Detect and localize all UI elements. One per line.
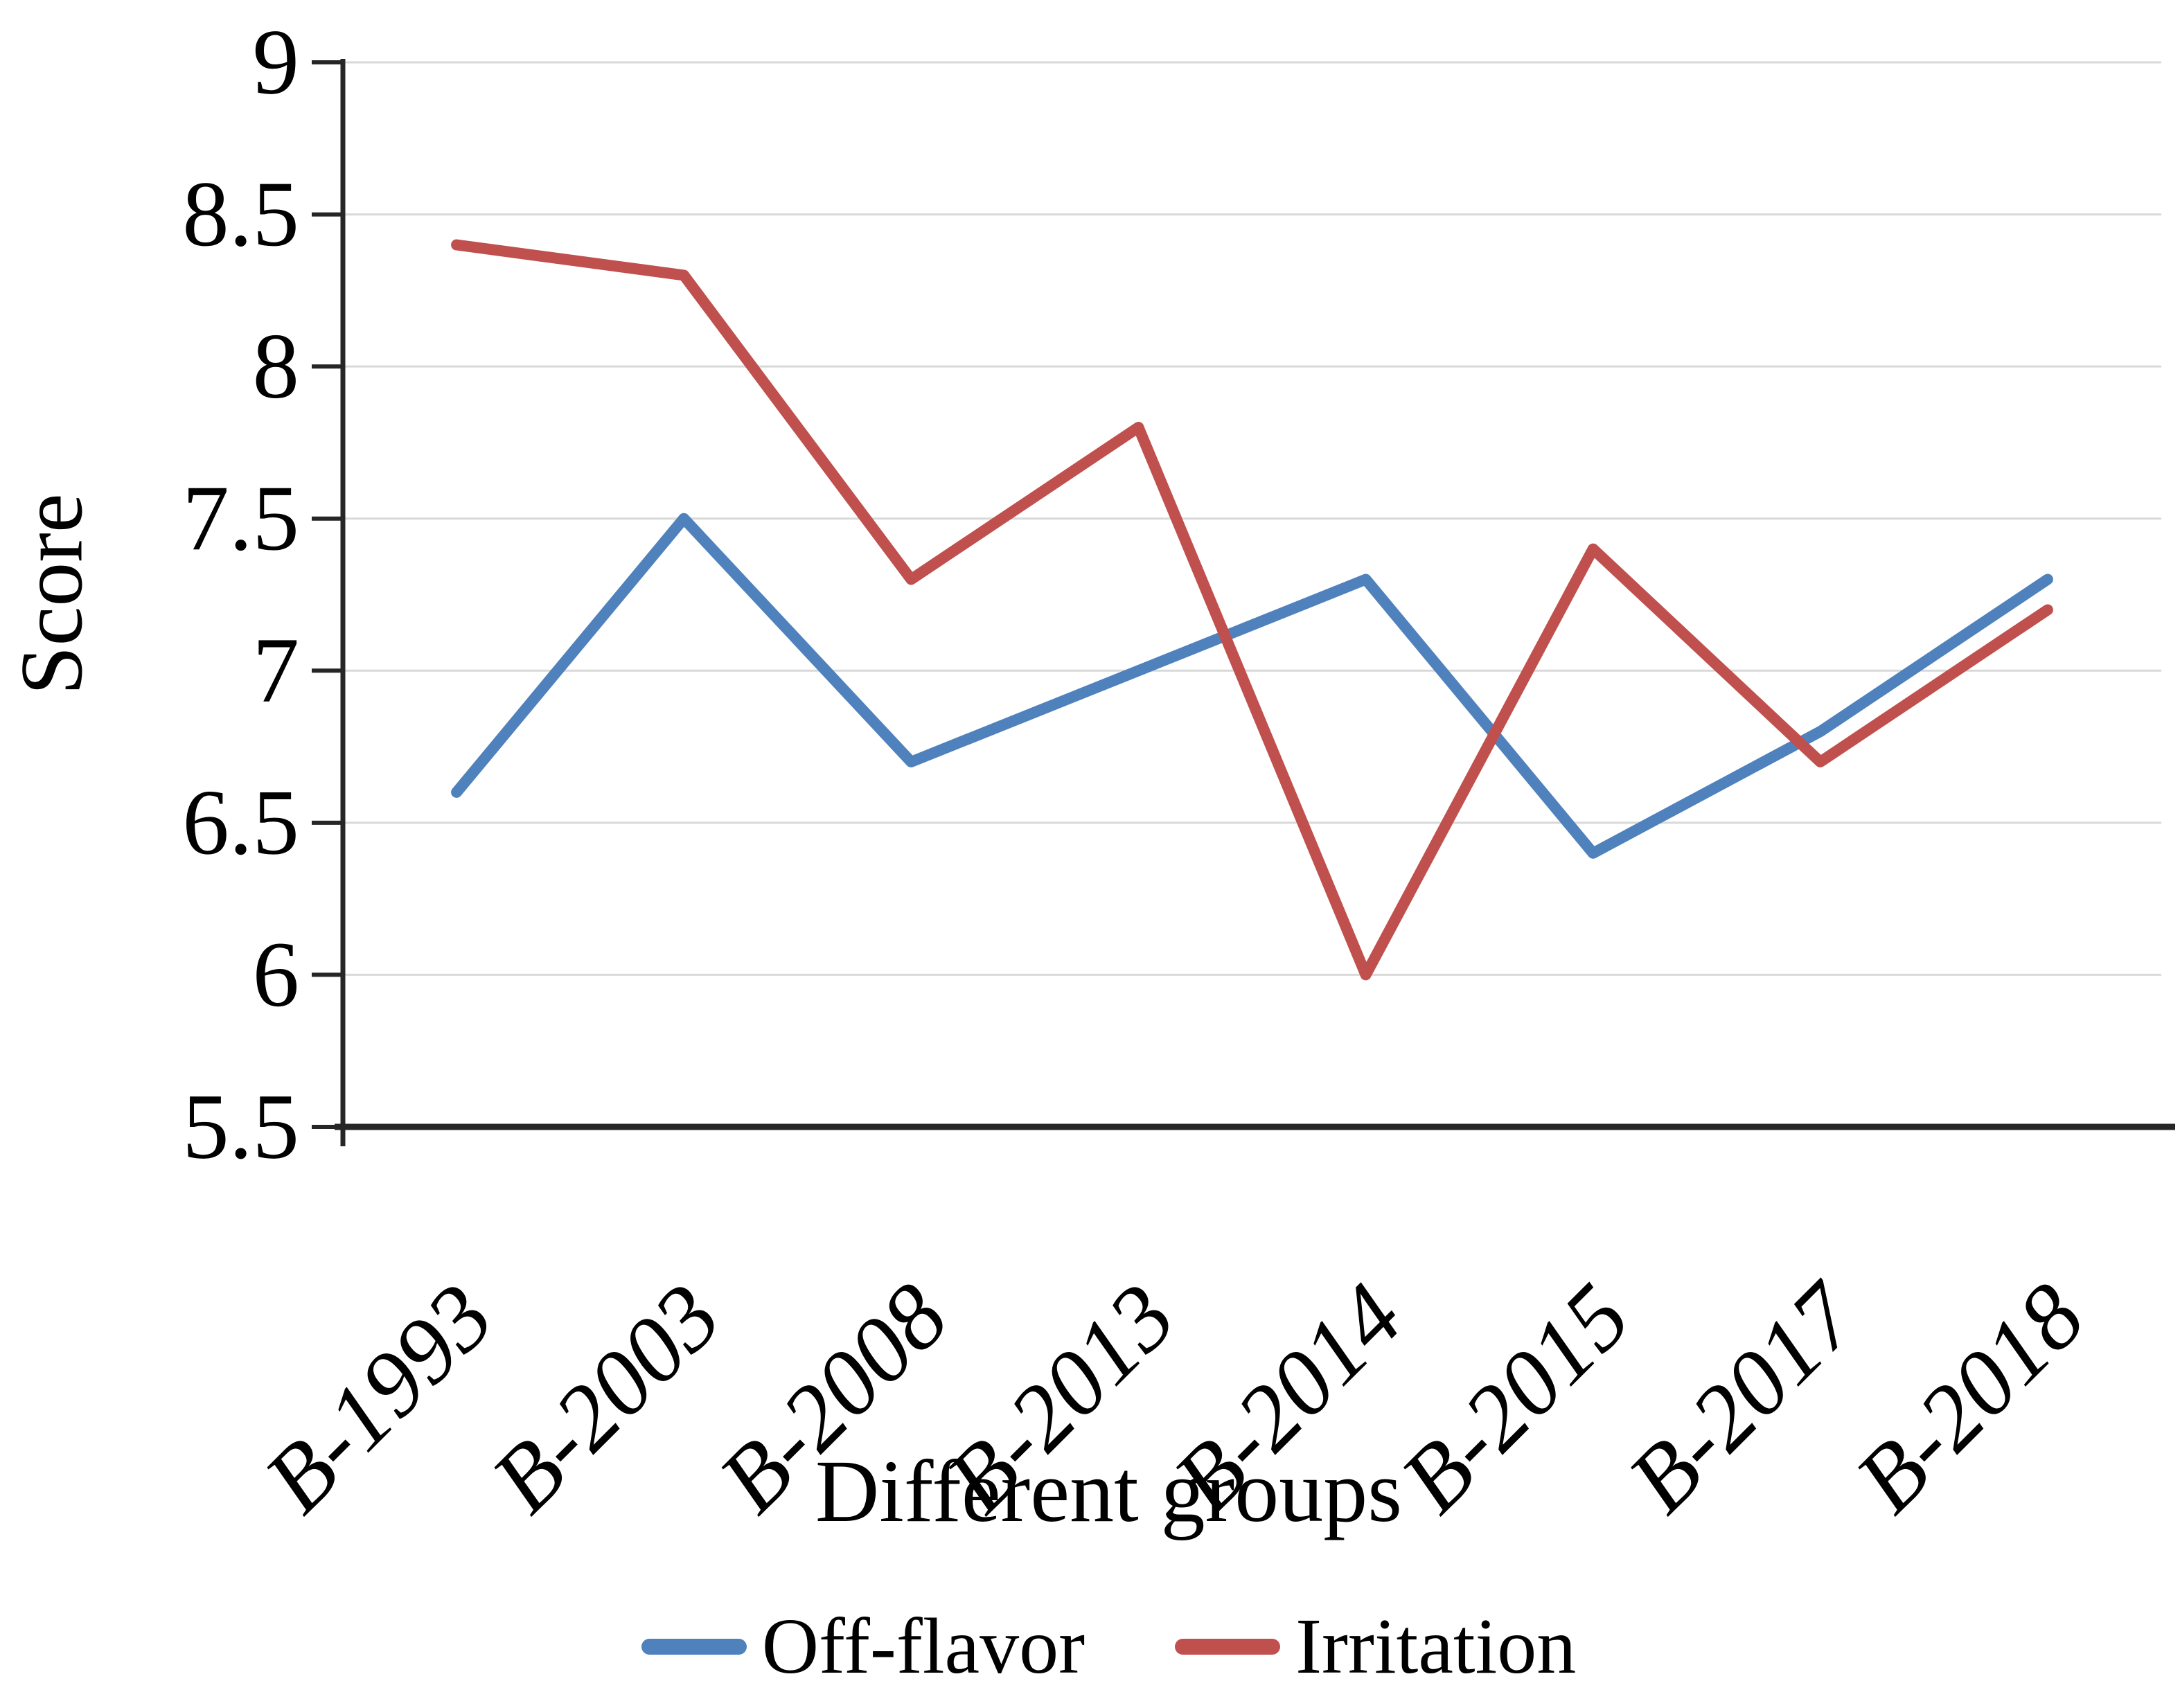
x-category-label: B-2017	[1609, 1262, 1879, 1532]
y-tick-label: 6.5	[182, 771, 299, 874]
y-tick-label: 5.5	[182, 1076, 299, 1179]
x-category-label: B-2015	[1382, 1265, 1649, 1532]
y-tick-label: 6	[253, 923, 300, 1026]
y-axis-title: Score	[2, 493, 101, 695]
y-tick-label: 8	[253, 315, 300, 418]
legend: Off-flavor Irritation	[0, 1607, 2180, 1686]
legend-line-swatch-off-flavor	[641, 1638, 747, 1655]
y-tick-label: 7.5	[182, 467, 299, 570]
y-axis-ticks	[312, 60, 343, 1129]
legend-line-swatch-irritation	[1175, 1638, 1281, 1655]
x-category-label: B-2003	[472, 1265, 740, 1532]
gridlines	[343, 61, 2161, 1128]
y-tick-label: 8.5	[182, 163, 299, 266]
legend-label-off-flavor: Off-flavor	[761, 1602, 1085, 1690]
y-tick-label: 9	[253, 11, 300, 114]
y-tick-label: 7	[253, 619, 300, 722]
y-tick-labels: 9 8.5 8 7.5 7 6.5 6 5.5	[182, 11, 299, 1179]
legend-item-off-flavor: Off-flavor	[641, 1607, 1085, 1686]
axes	[335, 59, 2175, 1146]
x-category-label: B-2018	[1836, 1265, 2104, 1532]
series-line-irritation	[451, 239, 2053, 981]
series-lines	[451, 239, 2053, 981]
series-line-off-flavor	[451, 513, 2053, 859]
legend-label-irritation: Irritation	[1295, 1602, 1577, 1690]
x-axis-title: Different groups	[815, 1442, 1403, 1540]
legend-item-irritation: Irritation	[1175, 1607, 1576, 1686]
x-category-label: B-1993	[245, 1265, 513, 1532]
